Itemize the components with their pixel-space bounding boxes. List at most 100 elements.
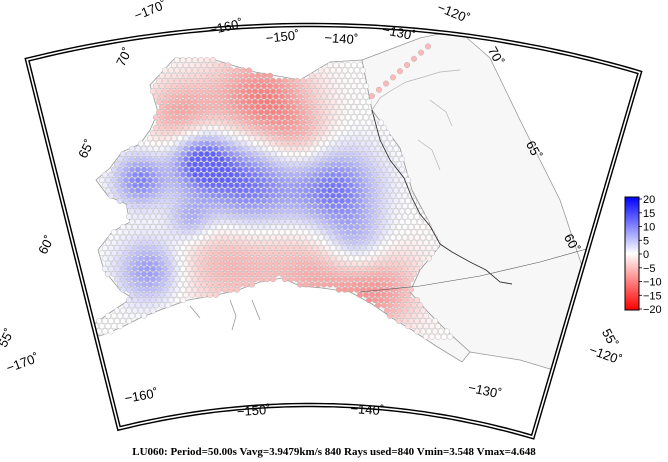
anomaly-dot xyxy=(369,208,376,215)
anomaly-dot xyxy=(161,276,168,283)
anomaly-dot xyxy=(414,234,421,241)
anomaly-dot xyxy=(336,286,343,293)
anomaly-dot xyxy=(170,62,177,69)
anomaly-dot xyxy=(242,177,249,184)
anomaly-dot xyxy=(224,208,231,215)
anomaly-dot xyxy=(206,239,213,246)
anomaly-dot xyxy=(179,255,186,262)
anomaly-dot xyxy=(261,135,268,142)
anomaly-dot xyxy=(354,234,361,241)
anomaly-dot xyxy=(339,135,346,142)
anomaly-dot xyxy=(378,150,385,157)
anomaly-dot xyxy=(176,239,183,246)
anomaly-dot xyxy=(167,88,174,95)
anomaly-dot xyxy=(315,229,322,236)
anomaly-dot xyxy=(233,182,240,189)
anomaly-dot xyxy=(149,192,156,199)
anomaly-dot xyxy=(408,223,415,230)
anomaly-dot xyxy=(221,182,228,189)
anomaly-dot xyxy=(209,276,216,283)
anomaly-dot xyxy=(360,234,367,241)
anomaly-dot xyxy=(372,244,379,251)
anomaly-dot xyxy=(104,271,111,278)
anomaly-dot xyxy=(390,265,397,272)
anomaly-dot xyxy=(258,223,265,230)
anomaly-dot xyxy=(158,177,165,184)
anomaly-dot xyxy=(294,88,301,95)
anomaly-dot xyxy=(327,166,334,173)
anomaly-dot xyxy=(215,77,222,84)
anomaly-dot xyxy=(212,135,219,142)
anomaly-dot xyxy=(224,177,231,184)
anomaly-dot xyxy=(152,93,159,100)
anomaly-dot xyxy=(291,239,298,246)
anomaly-dot xyxy=(182,260,189,267)
anomaly-dot xyxy=(300,192,307,199)
anomaly-dot xyxy=(101,318,108,325)
anomaly-dot xyxy=(420,244,427,251)
anomaly-dot xyxy=(200,218,207,225)
anomaly-dot xyxy=(327,250,334,257)
anomaly-dot xyxy=(318,67,325,74)
anomaly-dot xyxy=(282,234,289,241)
anomaly-dot xyxy=(378,182,385,189)
anomaly-dot xyxy=(315,271,322,278)
anomaly-dot xyxy=(369,239,376,246)
anomaly-dot xyxy=(303,208,310,215)
anomaly-dot xyxy=(303,177,310,184)
anomaly-dot xyxy=(185,223,192,230)
anomaly-dot xyxy=(134,302,141,309)
anomaly-dot xyxy=(245,161,252,168)
anomaly-dot xyxy=(381,166,388,173)
anomaly-dot xyxy=(276,109,283,116)
anomaly-dot xyxy=(167,119,174,126)
anomaly-dot xyxy=(354,161,361,168)
anomaly-dot xyxy=(167,192,174,199)
anomaly-dot xyxy=(152,166,159,173)
anomaly-dot xyxy=(404,62,411,69)
anomaly-dot xyxy=(206,218,213,225)
anomaly-dot xyxy=(155,98,162,105)
anomaly-dot xyxy=(321,124,328,131)
anomaly-dot xyxy=(245,182,252,189)
anomaly-dot xyxy=(327,281,334,288)
anomaly-dot xyxy=(381,260,388,267)
anomaly-dot xyxy=(170,239,177,246)
colorbar-tick-label: −5 xyxy=(643,263,656,275)
anomaly-dot xyxy=(242,229,249,236)
anomaly-dot xyxy=(248,197,255,204)
anomaly-dot xyxy=(233,286,240,293)
anomaly-dot xyxy=(345,260,352,267)
anomaly-dot xyxy=(351,197,358,204)
anomaly-dot xyxy=(143,203,150,210)
anomaly-dot xyxy=(360,276,367,283)
anomaly-dot xyxy=(354,223,361,230)
anomaly-dot xyxy=(206,271,213,278)
anomaly-dot xyxy=(279,145,286,152)
anomaly-dot xyxy=(396,307,403,314)
anomaly-dot xyxy=(212,103,219,110)
anomaly-dot xyxy=(188,239,195,246)
lon-label-top: −150˚ xyxy=(265,27,300,45)
anomaly-dot xyxy=(140,291,147,298)
anomaly-dot xyxy=(140,302,147,309)
anomaly-dot xyxy=(339,114,346,121)
anomaly-dot xyxy=(420,328,427,335)
anomaly-dot xyxy=(396,223,403,230)
anomaly-dot xyxy=(236,93,243,100)
anomaly-dot xyxy=(405,271,412,278)
anomaly-dot xyxy=(273,135,280,142)
anomaly-dot xyxy=(152,281,159,288)
anomaly-dot xyxy=(164,302,171,309)
anomaly-dot xyxy=(336,192,343,199)
anomaly-dot xyxy=(297,83,304,90)
anomaly-dot xyxy=(176,271,183,278)
anomaly-dot xyxy=(306,77,313,84)
anomaly-dot xyxy=(315,208,322,215)
anomaly-dot xyxy=(372,276,379,283)
anomaly-dot xyxy=(122,250,129,257)
anomaly-dot xyxy=(140,281,147,288)
anomaly-dot xyxy=(146,260,153,267)
anomaly-dot xyxy=(282,119,289,126)
anomaly-dot xyxy=(360,203,367,210)
